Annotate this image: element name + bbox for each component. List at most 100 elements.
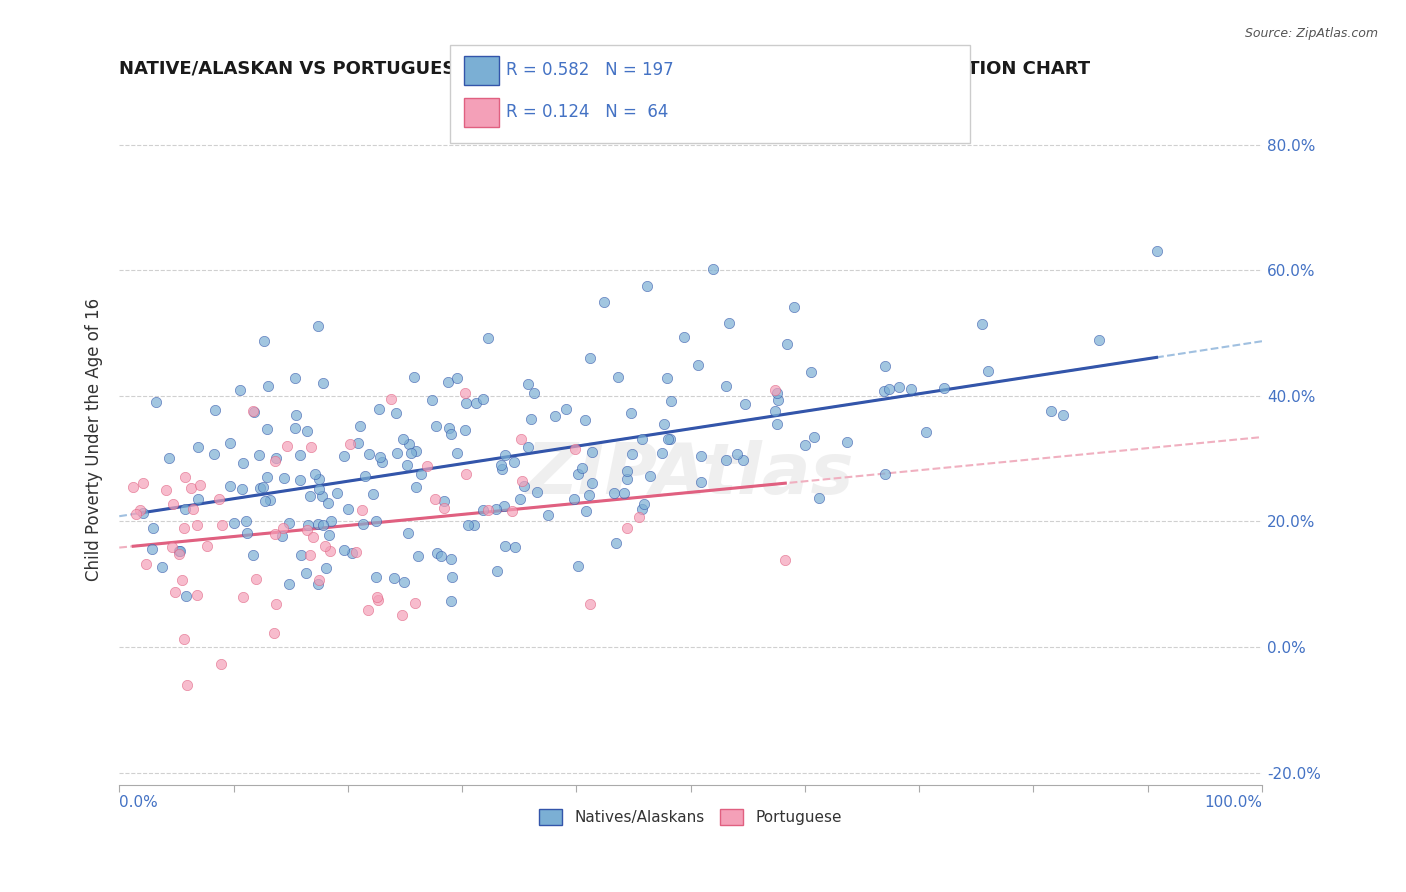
Point: [690, 475, 713, 489]
Point: [658, 432, 681, 446]
Point: [364, 514, 387, 528]
Point: [803, 430, 825, 444]
Point: [352, 516, 374, 531]
Point: [180, 481, 202, 495]
Point: [122, 479, 145, 493]
Point: [173, 521, 195, 535]
Point: [972, 317, 994, 331]
Point: [176, 678, 198, 692]
Point: [125, 507, 148, 521]
Point: [430, 549, 453, 563]
Point: [654, 417, 676, 432]
Point: [873, 384, 896, 399]
Point: [173, 502, 195, 516]
Text: ZIPAtlas: ZIPAtlas: [526, 440, 855, 508]
Point: [446, 371, 468, 385]
Point: [312, 518, 335, 533]
Point: [290, 548, 312, 562]
Point: [401, 445, 423, 459]
Point: [433, 494, 456, 508]
Point: [486, 564, 509, 578]
Point: [299, 440, 322, 454]
Point: [167, 547, 190, 561]
Point: [264, 450, 287, 465]
Point: [315, 561, 337, 575]
Point: [392, 432, 415, 446]
Point: [307, 577, 329, 591]
Point: [564, 442, 586, 456]
Point: [776, 337, 799, 351]
Point: [603, 486, 626, 500]
Point: [367, 402, 389, 417]
Point: [308, 482, 330, 496]
Point: [437, 376, 460, 390]
Point: [491, 461, 513, 475]
Point: [398, 437, 420, 451]
Point: [256, 470, 278, 484]
Point: [382, 571, 405, 585]
Point: [301, 530, 323, 544]
Point: [155, 483, 177, 497]
Point: [630, 433, 652, 447]
Point: [284, 371, 307, 385]
Point: [716, 453, 738, 467]
Point: [145, 395, 167, 409]
Point: [651, 446, 673, 460]
Point: [688, 359, 710, 373]
Point: [616, 472, 638, 486]
Point: [510, 474, 533, 488]
Point: [702, 262, 724, 277]
Point: [491, 458, 513, 472]
Point: [405, 480, 427, 494]
Point: [734, 397, 756, 411]
Point: [256, 422, 278, 436]
Point: [659, 394, 682, 409]
Point: [520, 412, 543, 426]
Point: [800, 365, 823, 379]
Point: [887, 380, 910, 394]
Point: [295, 523, 318, 537]
Point: [510, 432, 533, 446]
Point: [202, 447, 225, 461]
Point: [266, 598, 288, 612]
Point: [454, 386, 477, 401]
Point: [409, 467, 432, 481]
Point: [284, 421, 307, 435]
Point: [142, 521, 165, 535]
Point: [319, 544, 342, 558]
Point: [446, 446, 468, 460]
Point: [523, 386, 546, 401]
Point: [259, 493, 281, 508]
Point: [333, 449, 356, 463]
Y-axis label: Child Poverty Under the Age of 16: Child Poverty Under the Age of 16: [86, 298, 103, 582]
Point: [264, 454, 287, 468]
Point: [503, 455, 526, 469]
Point: [332, 542, 354, 557]
Point: [484, 502, 506, 516]
Point: [319, 514, 342, 528]
Point: [232, 456, 254, 470]
Point: [555, 401, 578, 416]
Point: [579, 597, 602, 611]
Point: [167, 543, 190, 558]
Point: [298, 548, 321, 562]
Point: [440, 426, 463, 441]
Point: [606, 369, 628, 384]
Point: [219, 436, 242, 450]
Point: [354, 469, 377, 483]
Point: [616, 521, 638, 535]
Text: NATIVE/ALASKAN VS PORTUGUESE CHILD POVERTY UNDER THE AGE OF 16 CORRELATION CHART: NATIVE/ALASKAN VS PORTUGUESE CHILD POVER…: [120, 60, 1091, 78]
Point: [347, 436, 370, 450]
Point: [187, 441, 209, 455]
Point: [627, 509, 650, 524]
Point: [472, 392, 495, 407]
Point: [186, 517, 208, 532]
Point: [385, 446, 408, 460]
Point: [312, 376, 335, 391]
Point: [877, 382, 900, 396]
Point: [1052, 408, 1074, 422]
Point: [308, 472, 330, 486]
Point: [766, 386, 789, 401]
Point: [616, 464, 638, 478]
Point: [567, 467, 589, 481]
